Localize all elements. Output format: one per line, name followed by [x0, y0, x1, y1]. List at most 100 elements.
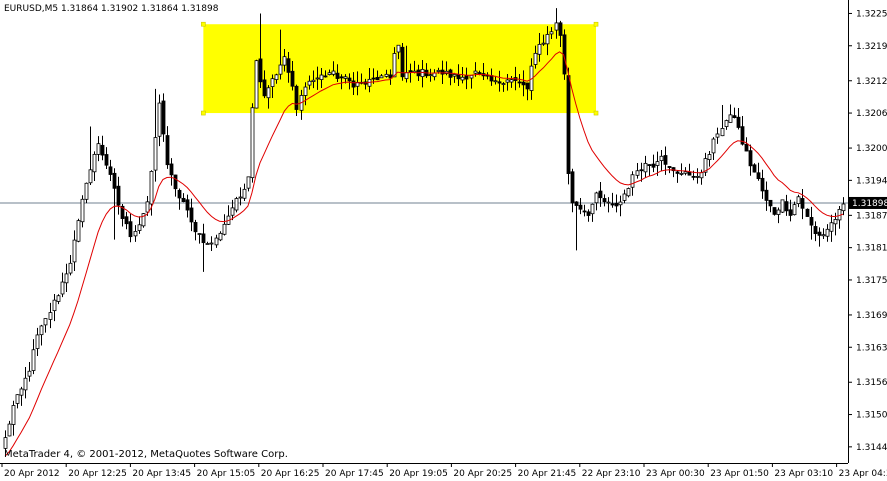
candle: [594, 191, 599, 211]
candle: [7, 420, 12, 437]
rectangle-handle: [201, 110, 206, 116]
candle: [92, 151, 97, 182]
candle-body: [177, 189, 182, 199]
candle-body: [48, 312, 53, 320]
candle-body: [667, 166, 672, 168]
candle: [23, 366, 28, 399]
candle: [112, 168, 117, 240]
candle-body: [11, 405, 16, 425]
candle: [19, 386, 24, 406]
candle: [541, 34, 546, 46]
candle: [545, 26, 550, 56]
candle: [501, 82, 506, 92]
y-tick-label: 1.32125: [856, 77, 887, 87]
candle-body: [772, 207, 777, 215]
candle: [197, 233, 202, 244]
candle: [319, 67, 324, 89]
candle: [554, 8, 559, 39]
candle-body: [521, 81, 526, 86]
candle-body: [351, 80, 356, 88]
candle-body: [436, 69, 441, 72]
candle: [602, 194, 607, 207]
candle: [792, 201, 797, 216]
candle-body: [294, 85, 299, 110]
candle: [375, 70, 380, 81]
candle-body: [104, 154, 109, 166]
candle: [598, 182, 603, 207]
candle: [744, 137, 749, 152]
candle-body: [218, 232, 223, 241]
candle: [675, 170, 680, 183]
candle-body: [157, 102, 162, 137]
candle: [218, 231, 223, 242]
candle-body: [525, 82, 530, 90]
rectangle-handle: [201, 21, 206, 27]
candle-body: [626, 188, 631, 197]
candle: [266, 85, 271, 109]
candle: [27, 361, 32, 382]
candle-body: [699, 172, 704, 179]
candle: [246, 176, 251, 192]
candle: [707, 151, 712, 167]
candle-body: [578, 204, 583, 210]
candle: [566, 67, 571, 185]
candle-body: [246, 176, 251, 189]
candle: [736, 108, 741, 130]
candle: [760, 169, 765, 199]
candle-body: [501, 83, 506, 85]
y-tick-label: 1.31445: [856, 443, 887, 453]
candle-body: [748, 150, 753, 167]
candle: [768, 199, 773, 213]
candle: [88, 126, 93, 185]
candle-body: [60, 281, 65, 295]
candle-body: [452, 74, 457, 77]
candle-body: [566, 75, 571, 174]
candle: [558, 20, 563, 48]
candle: [388, 69, 393, 85]
candle: [582, 204, 587, 217]
candle-body: [76, 220, 81, 242]
candle: [371, 68, 376, 84]
candle: [805, 208, 810, 217]
candle-body: [7, 423, 12, 437]
candle-body: [31, 349, 36, 371]
y-tick-label: 1.31690: [856, 311, 887, 321]
x-tick-label: 20 Apr 12:25: [68, 469, 127, 479]
candle: [311, 70, 316, 89]
y-tick-label: 1.31505: [856, 411, 887, 421]
candle-body: [821, 234, 826, 237]
candle-body: [679, 172, 684, 175]
candle: [128, 213, 133, 243]
candle-body: [27, 370, 32, 377]
candle: [153, 88, 158, 182]
candle: [35, 327, 40, 356]
candle-body: [64, 273, 69, 284]
candle-body: [545, 34, 550, 45]
candle: [590, 203, 595, 222]
candle: [169, 158, 174, 186]
candle-body: [663, 155, 668, 165]
candle: [214, 234, 219, 248]
candle-body: [675, 171, 680, 174]
candle: [222, 214, 227, 236]
candle: [315, 66, 320, 90]
candle-body: [88, 169, 93, 184]
candle-body: [84, 182, 89, 200]
candle-body: [469, 74, 474, 79]
candle-body: [428, 74, 433, 77]
y-tick-label: 1.32250: [856, 9, 887, 19]
candle: [647, 164, 652, 177]
x-tick-label: 20 Apr 17:45: [325, 469, 384, 479]
candle: [606, 197, 611, 213]
y-tick-label: 1.31755: [856, 276, 887, 286]
candle: [52, 293, 57, 322]
candle-body: [400, 46, 405, 78]
candle-body: [582, 210, 587, 213]
candle: [525, 82, 530, 101]
candle-body: [707, 154, 712, 160]
candle-body: [124, 216, 129, 225]
candle-body: [671, 167, 676, 172]
candle: [278, 29, 283, 80]
